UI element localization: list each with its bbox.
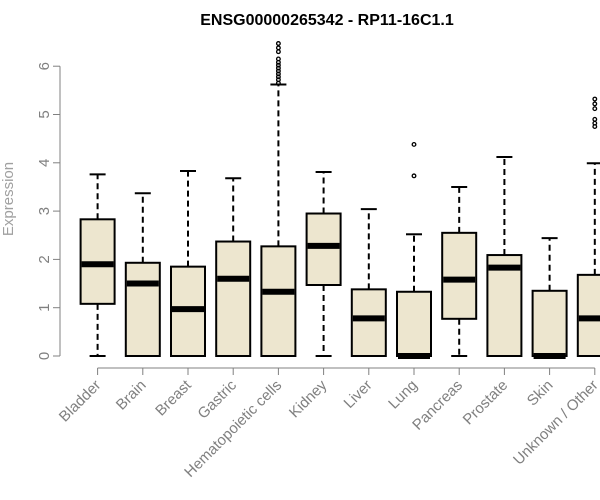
y-tick-label: 1 xyxy=(36,304,53,312)
box-iqr xyxy=(531,289,568,358)
y-tick-label: 0 xyxy=(36,352,53,360)
y-tick-label: 6 xyxy=(36,62,53,70)
outlier-point xyxy=(592,120,598,126)
box-lung xyxy=(396,141,432,359)
y-axis: 0 1 2 3 4 5 6 xyxy=(36,62,61,360)
box-iqr xyxy=(441,231,478,320)
box-iqr xyxy=(260,245,297,357)
y-axis-label: Expression xyxy=(0,162,17,236)
x-tick-label: Prostate xyxy=(460,377,512,429)
x-tick-label: Lung xyxy=(385,377,421,413)
y-tick-label: 3 xyxy=(36,207,53,215)
outlier-point xyxy=(592,101,598,107)
box-bladder xyxy=(79,173,116,357)
x-tick-label: Breast xyxy=(152,376,195,419)
x-tick-label: Bladder xyxy=(56,377,105,426)
outlier-point xyxy=(592,116,598,122)
x-tick-label: Liver xyxy=(341,377,376,412)
box-pancreas xyxy=(441,185,478,357)
chart-title: ENSG00000265342 - RP11-16C1.1 xyxy=(200,12,454,29)
box-unknown-other xyxy=(576,96,600,357)
x-tick-label: Skin xyxy=(524,377,557,410)
boxes xyxy=(79,41,600,359)
box-prostate xyxy=(486,156,523,357)
box-liver xyxy=(350,208,387,358)
outlier-point xyxy=(275,62,281,68)
outlier-point xyxy=(592,106,598,112)
outlier-point xyxy=(275,49,281,55)
y-tick-label: 5 xyxy=(36,110,53,118)
box-gastric xyxy=(215,177,252,358)
box-iqr xyxy=(486,254,523,357)
box-kidney xyxy=(305,170,342,357)
box-iqr xyxy=(215,240,252,358)
box-iqr xyxy=(350,288,387,358)
outlier-point xyxy=(275,41,281,46)
outlier-point xyxy=(275,77,281,83)
outlier-point xyxy=(275,74,281,80)
outlier-point xyxy=(275,68,281,74)
y-tick-label: 2 xyxy=(36,255,53,263)
box-iqr xyxy=(305,212,342,286)
outlier-point xyxy=(275,56,281,62)
y-tick-label: 4 xyxy=(36,159,53,167)
outlier-point xyxy=(275,45,281,51)
box-iqr xyxy=(124,261,161,358)
box-skin xyxy=(531,237,568,359)
x-tick-label: Pancreas xyxy=(409,377,466,434)
outlier-point xyxy=(275,71,281,77)
box-breast xyxy=(170,170,206,357)
box-hematopoietic-cells xyxy=(260,41,297,357)
x-tick-label: Brain xyxy=(113,377,150,414)
box-brain xyxy=(124,192,161,358)
outlier-point xyxy=(592,96,598,102)
box-iqr xyxy=(396,290,432,357)
outlier-point xyxy=(275,65,281,71)
outlier-point xyxy=(411,141,417,147)
outlier-point xyxy=(411,173,417,179)
x-tick-label: Unknown / Other xyxy=(510,377,600,469)
x-tick-label: Kidney xyxy=(286,376,331,421)
